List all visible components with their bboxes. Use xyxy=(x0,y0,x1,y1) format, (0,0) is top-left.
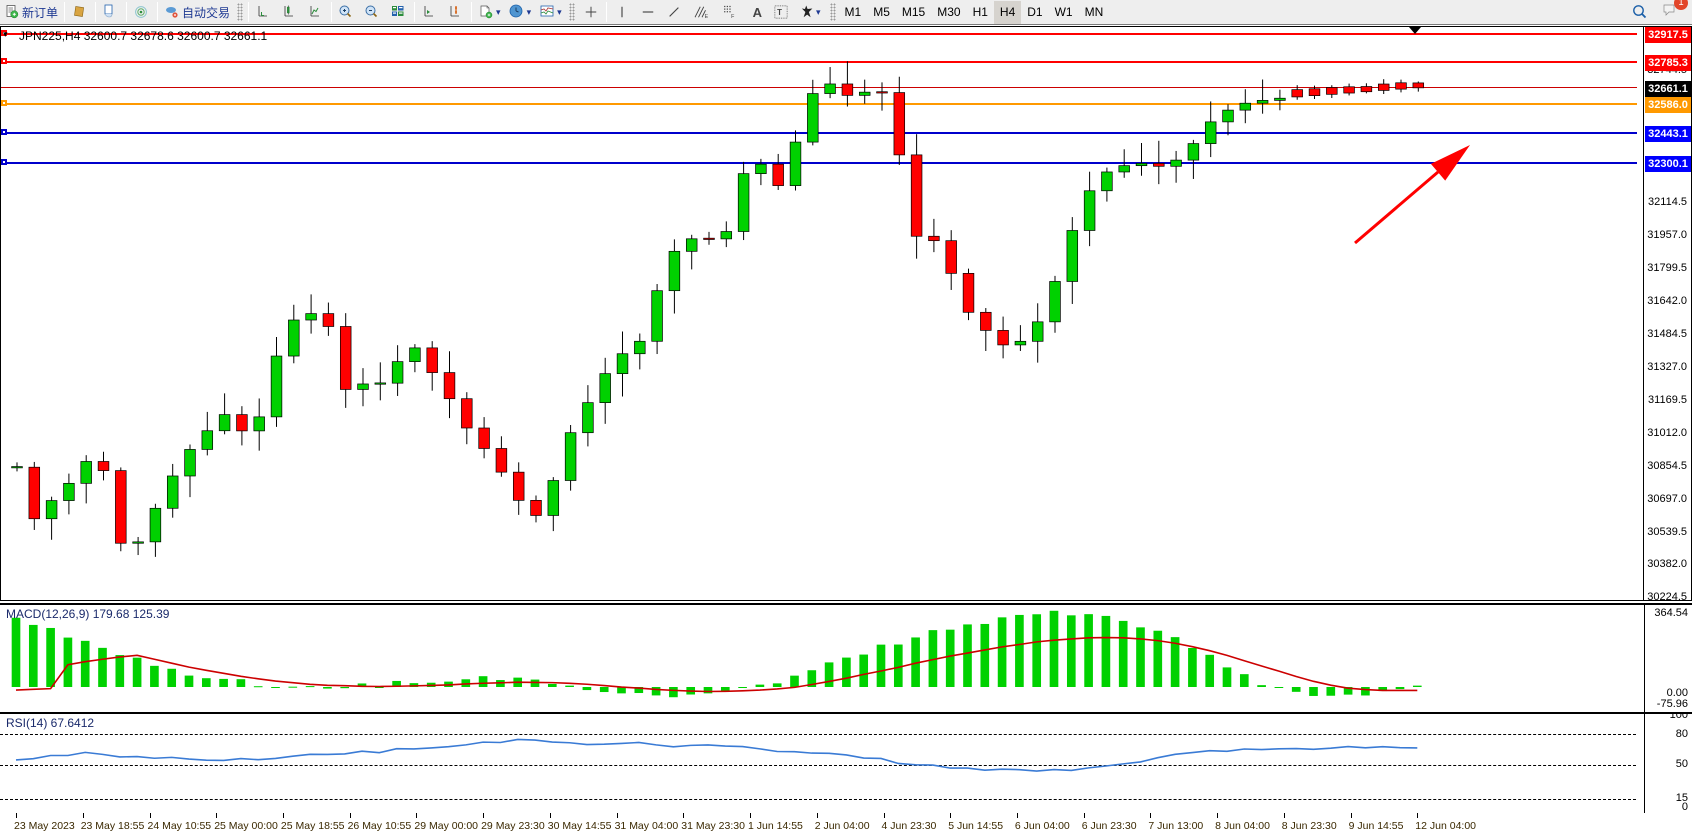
svg-text:E: E xyxy=(704,14,708,19)
svg-text:T: T xyxy=(777,8,782,17)
svg-text:F: F xyxy=(731,14,734,19)
